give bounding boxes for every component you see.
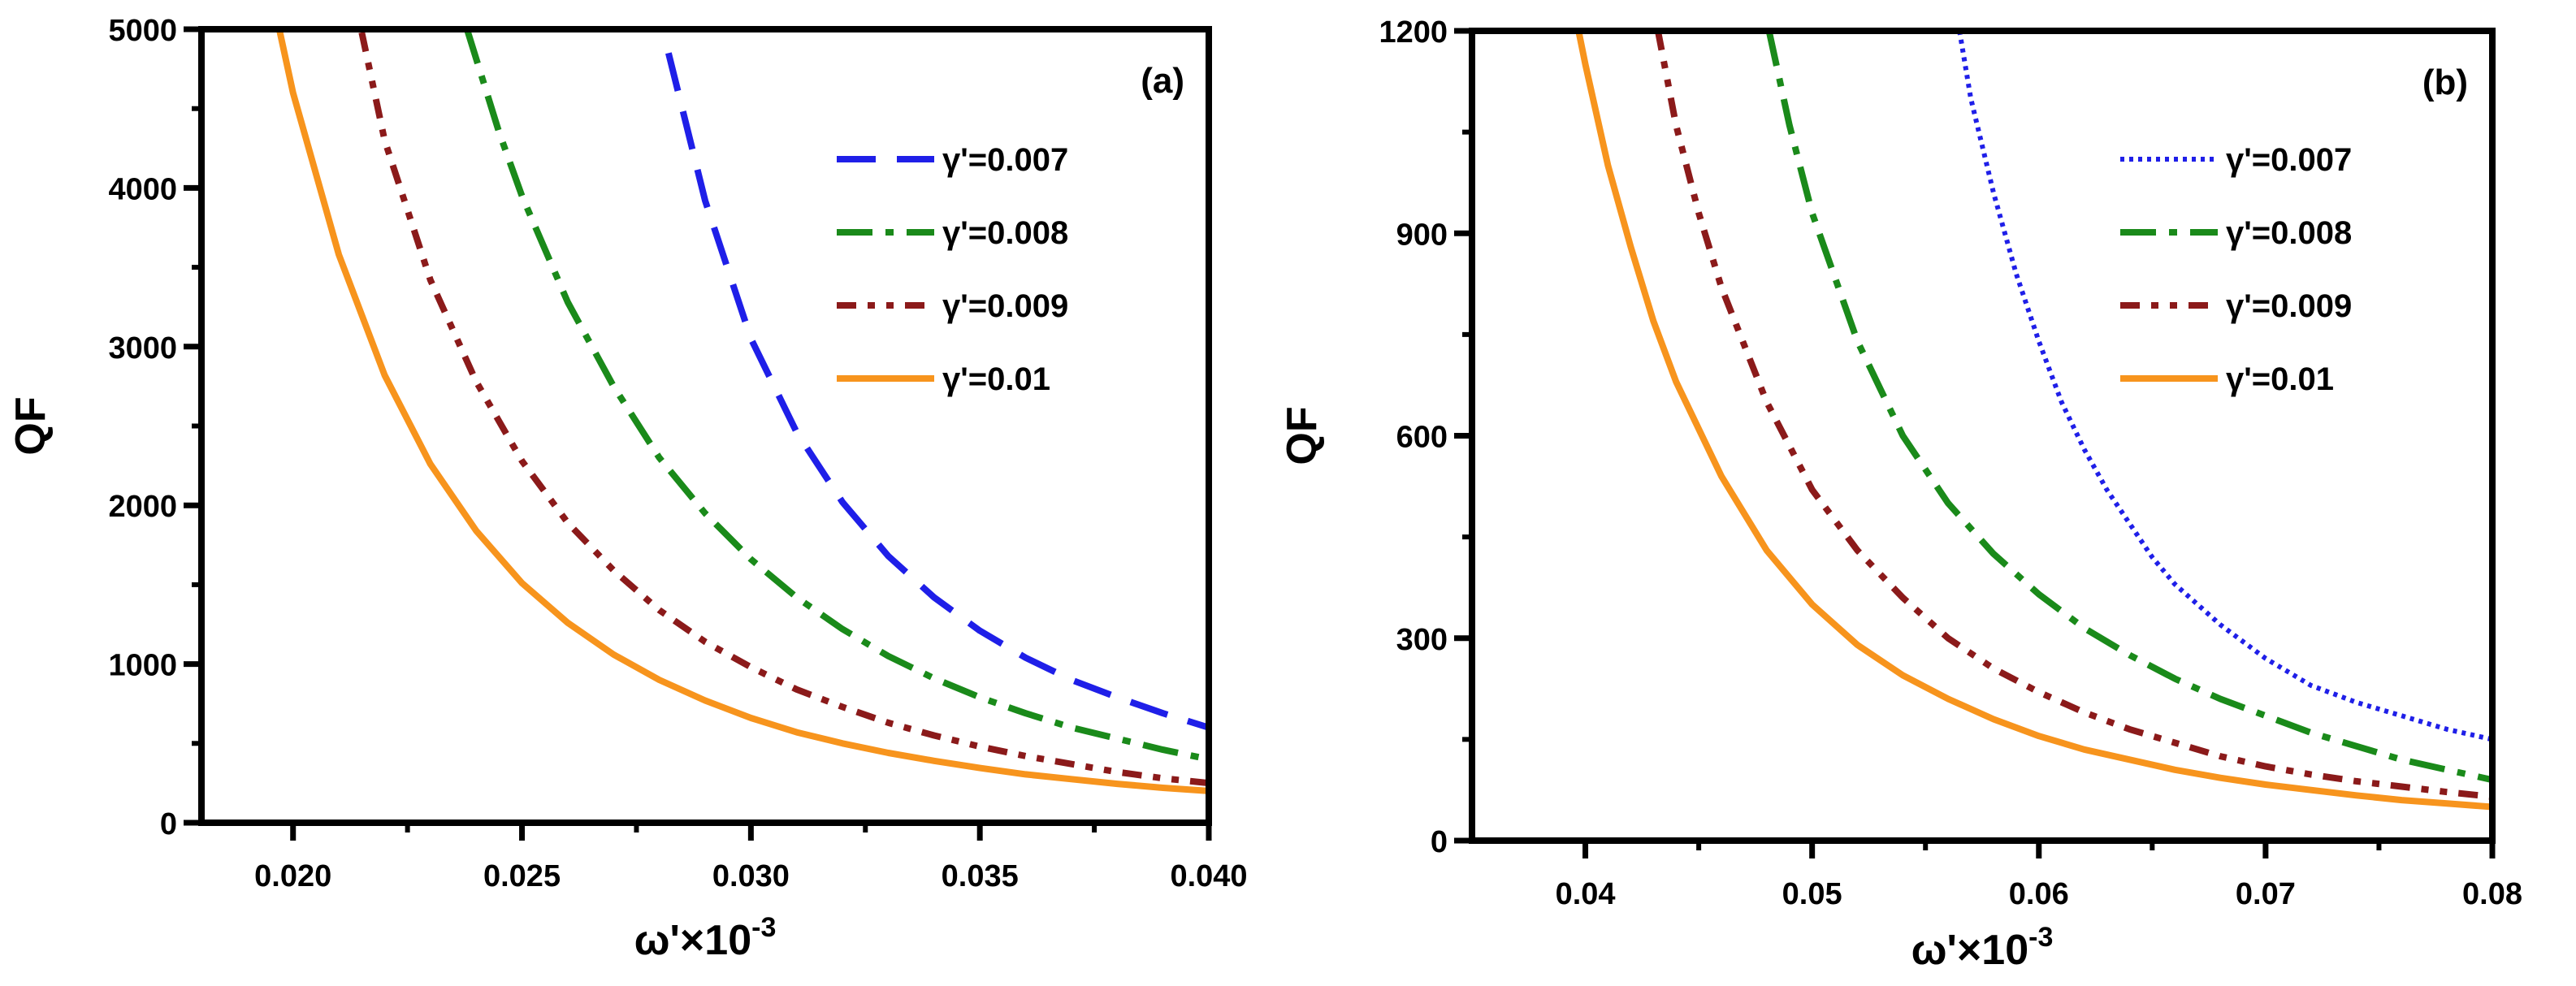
y-tick-label: 2000 <box>108 490 177 524</box>
x-tick-label: 0.04 <box>1556 877 1616 911</box>
x-axis-title-base: ω'×10 <box>1911 927 2029 974</box>
series-line-2 <box>464 29 1209 763</box>
x-axis-title: ω'×10-3 <box>1911 922 2054 974</box>
legend-item: γ'=0.008 <box>2120 215 2352 251</box>
x-tick-label: 0.025 <box>483 859 561 893</box>
legend-label: γ'=0.007 <box>2226 142 2352 178</box>
legend-label: γ'=0.01 <box>942 361 1050 397</box>
plot-area <box>275 29 1209 794</box>
legend-item: γ'=0.01 <box>837 361 1050 397</box>
panel-b: 0.04 0.05 0.06 0.07 0.08 0 300 600 900 1200 QF ω'×1… <box>1279 15 2522 974</box>
x-tick-label: 0.05 <box>1782 877 1842 911</box>
y-tick-label: 1000 <box>108 649 177 683</box>
y-tick-label: 600 <box>1396 421 1448 455</box>
legend-label: γ'=0.009 <box>2226 288 2352 324</box>
legend-label: γ'=0.007 <box>942 142 1068 178</box>
y-tick-label: 900 <box>1396 218 1448 252</box>
series-line-4 <box>1575 31 2492 811</box>
x-tick-label: 0.08 <box>2462 877 2522 911</box>
panel-label: (a) <box>1141 61 1184 101</box>
legend-item: γ'=0.01 <box>2120 361 2334 397</box>
legend: γ'=0.007 γ'=0.008 γ'=0.009 γ'=0.01 <box>2120 142 2352 397</box>
legend-item: γ'=0.009 <box>2120 288 2352 324</box>
x-axis-title-exponent: -3 <box>2028 922 2053 953</box>
legend-item: γ'=0.009 <box>837 288 1068 324</box>
x-tick-label: 0.06 <box>2009 877 2069 911</box>
y-axis-title: QF <box>1279 406 1326 465</box>
panel-label: (b) <box>2422 63 2468 102</box>
panel-a: 0.020 0.025 0.030 0.035 0.040 0 1000 2000 3000 40… <box>7 14 1248 964</box>
series-line-2 <box>1765 31 2492 784</box>
legend-item: γ'=0.007 <box>837 142 1068 178</box>
legend-label: γ'=0.008 <box>2226 215 2352 251</box>
plot-area <box>1575 31 2492 811</box>
x-axis-title-exponent: -3 <box>751 912 776 943</box>
y-tick-label: 4000 <box>108 172 177 206</box>
y-tick-label: 5000 <box>108 14 177 48</box>
series-line-3 <box>358 32 1209 787</box>
x-tick-label: 0.030 <box>712 859 790 893</box>
legend-item: γ'=0.008 <box>837 215 1068 251</box>
series-line-1 <box>665 52 1209 731</box>
legend-label: γ'=0.008 <box>942 215 1068 251</box>
series-line-4 <box>275 29 1209 794</box>
legend: γ'=0.007 γ'=0.008 γ'=0.009 γ'=0.01 <box>837 142 1068 397</box>
y-tick-label: 0 <box>160 807 177 841</box>
series-line-3 <box>1654 31 2492 800</box>
legend-label: γ'=0.009 <box>942 288 1068 324</box>
x-tick-label: 0.07 <box>2236 877 2296 911</box>
y-tick-label: 300 <box>1396 623 1448 657</box>
y-tick-label: 1200 <box>1379 15 1448 50</box>
y-tick-label: 3000 <box>108 331 177 365</box>
x-axis-title: ω'×10-3 <box>634 912 777 964</box>
x-axis-title-base: ω'×10 <box>634 917 752 964</box>
series-line-1 <box>1957 31 2492 742</box>
x-tick-label: 0.035 <box>942 859 1019 893</box>
x-tick-label: 0.040 <box>1170 859 1247 893</box>
legend-label: γ'=0.01 <box>2226 361 2334 397</box>
x-tick-label: 0.020 <box>254 859 331 893</box>
legend-item: γ'=0.007 <box>2120 142 2352 178</box>
y-tick-label: 0 <box>1431 825 1448 859</box>
y-axis-title: QF <box>7 396 54 455</box>
